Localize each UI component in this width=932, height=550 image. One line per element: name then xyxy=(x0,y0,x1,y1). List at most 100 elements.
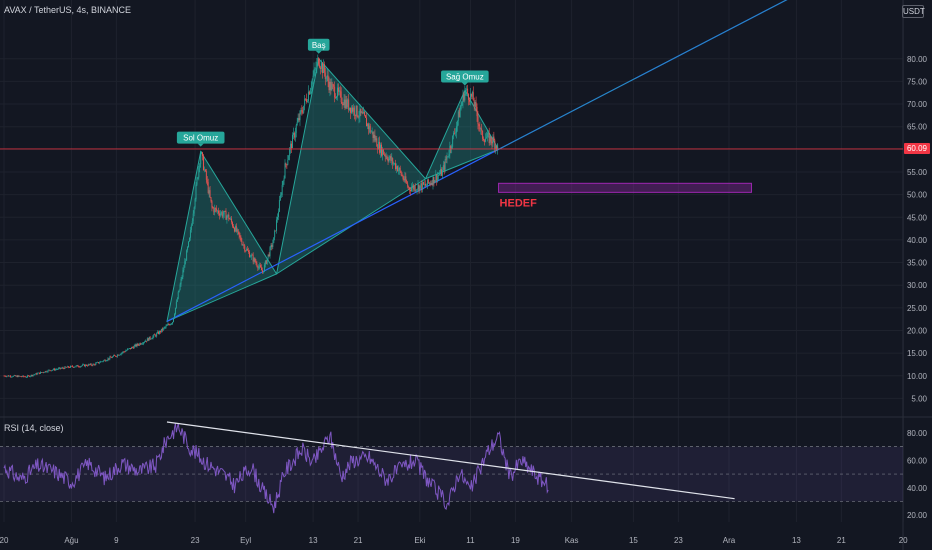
candle-body xyxy=(238,231,240,236)
candle-body xyxy=(5,376,7,377)
candle-body xyxy=(426,179,428,186)
candle-body xyxy=(135,344,137,347)
candle-body xyxy=(427,179,429,183)
candle-body xyxy=(289,148,291,157)
price-tick-label: 15.00 xyxy=(907,349,928,358)
candle-body xyxy=(267,254,269,259)
candle-body xyxy=(277,216,278,220)
candle-body xyxy=(275,230,277,232)
candle-body xyxy=(86,365,88,367)
candle-body xyxy=(473,100,475,107)
candle-body xyxy=(386,156,388,160)
candle-body xyxy=(451,146,453,149)
candle-body xyxy=(381,149,383,156)
candle-body xyxy=(296,122,298,126)
candle-body xyxy=(332,84,334,85)
candle-body xyxy=(147,338,149,341)
candle-body xyxy=(219,213,221,216)
candle-body xyxy=(256,263,258,267)
candle-body xyxy=(119,354,121,356)
head-triangle xyxy=(275,57,427,275)
trendline-extension xyxy=(498,0,788,150)
symbol-title: AVAX / TetherUS, 4s, BINANCE xyxy=(4,5,132,15)
candle-body xyxy=(74,366,76,368)
head-label: Baş xyxy=(312,41,326,50)
candle-body xyxy=(11,376,13,378)
candle-body xyxy=(48,369,50,371)
price-tick-label: 5.00 xyxy=(911,394,927,403)
candle-body xyxy=(31,374,33,376)
candle-body xyxy=(321,63,322,69)
candle-body xyxy=(253,258,255,262)
candle-body xyxy=(210,197,212,202)
candle-body xyxy=(355,105,357,117)
currency-badge[interactable]: USDT xyxy=(902,5,925,18)
candle-body xyxy=(481,128,483,131)
candle-body xyxy=(41,372,42,373)
candle-body xyxy=(8,375,10,377)
price-tick-label: 50.00 xyxy=(907,191,928,200)
rsi-tick-label: 60.00 xyxy=(907,456,928,465)
candle-body xyxy=(82,364,84,366)
candle-body xyxy=(301,110,303,113)
candle-body xyxy=(160,328,162,333)
candle-body xyxy=(91,365,93,366)
candle-body xyxy=(145,340,147,342)
candle-body xyxy=(249,256,251,258)
candle-body xyxy=(85,364,87,366)
candle-body xyxy=(144,340,146,342)
price-axis[interactable]: 5.00 10.00 15.00 20.00 25.00 30.00 35.00 40.00 4… xyxy=(907,55,928,520)
candle-body xyxy=(310,87,312,91)
candle-body xyxy=(185,260,187,262)
candle-body xyxy=(36,373,38,375)
target-label: HEDEF xyxy=(500,197,538,209)
candle-body xyxy=(371,131,373,133)
candle-body xyxy=(133,345,135,349)
candle-body xyxy=(265,260,267,264)
candle-body xyxy=(316,61,318,69)
candle-body xyxy=(466,88,468,91)
candle-body xyxy=(189,237,190,242)
candle-body xyxy=(440,169,442,176)
candle-body xyxy=(413,186,415,190)
candle-body xyxy=(215,207,217,209)
candle-body xyxy=(139,343,141,346)
candle-body xyxy=(391,158,393,162)
candle-body xyxy=(84,364,86,367)
candle-body xyxy=(175,301,177,308)
candle-body xyxy=(370,131,372,133)
candle-body xyxy=(246,249,248,251)
candle-body xyxy=(263,264,265,272)
candle-body xyxy=(181,276,183,280)
candle-body xyxy=(233,226,234,228)
neckline-trendline xyxy=(166,0,788,322)
candle-body xyxy=(158,331,159,334)
candle-body xyxy=(282,180,284,186)
candle-body xyxy=(364,111,366,116)
candle-body xyxy=(461,102,463,106)
candle-body xyxy=(444,159,446,170)
candle-body xyxy=(25,376,26,378)
candle-body xyxy=(264,260,266,265)
candle-body xyxy=(298,118,300,121)
candle-body xyxy=(377,146,379,150)
candle-body xyxy=(152,336,154,339)
candle-body xyxy=(213,208,215,213)
candle-body xyxy=(115,356,117,358)
candle-body xyxy=(340,91,342,103)
candle-body xyxy=(303,105,305,113)
candle-body xyxy=(64,366,66,369)
candle-body xyxy=(113,355,115,357)
candle-body xyxy=(255,261,257,264)
candle-body xyxy=(167,324,169,326)
candle-body xyxy=(65,366,67,368)
candle-body xyxy=(75,365,77,367)
candle-body xyxy=(435,174,437,181)
head-label-pointer xyxy=(315,50,322,54)
candle-body xyxy=(18,375,20,377)
time-axis[interactable]: 20 Ağu 9 23 Eyl 13 21 Eki 11 19 Kas 15 23 Ara 13 21 20 xyxy=(0,536,908,545)
candle-body xyxy=(319,64,321,68)
candle-body xyxy=(472,92,474,101)
